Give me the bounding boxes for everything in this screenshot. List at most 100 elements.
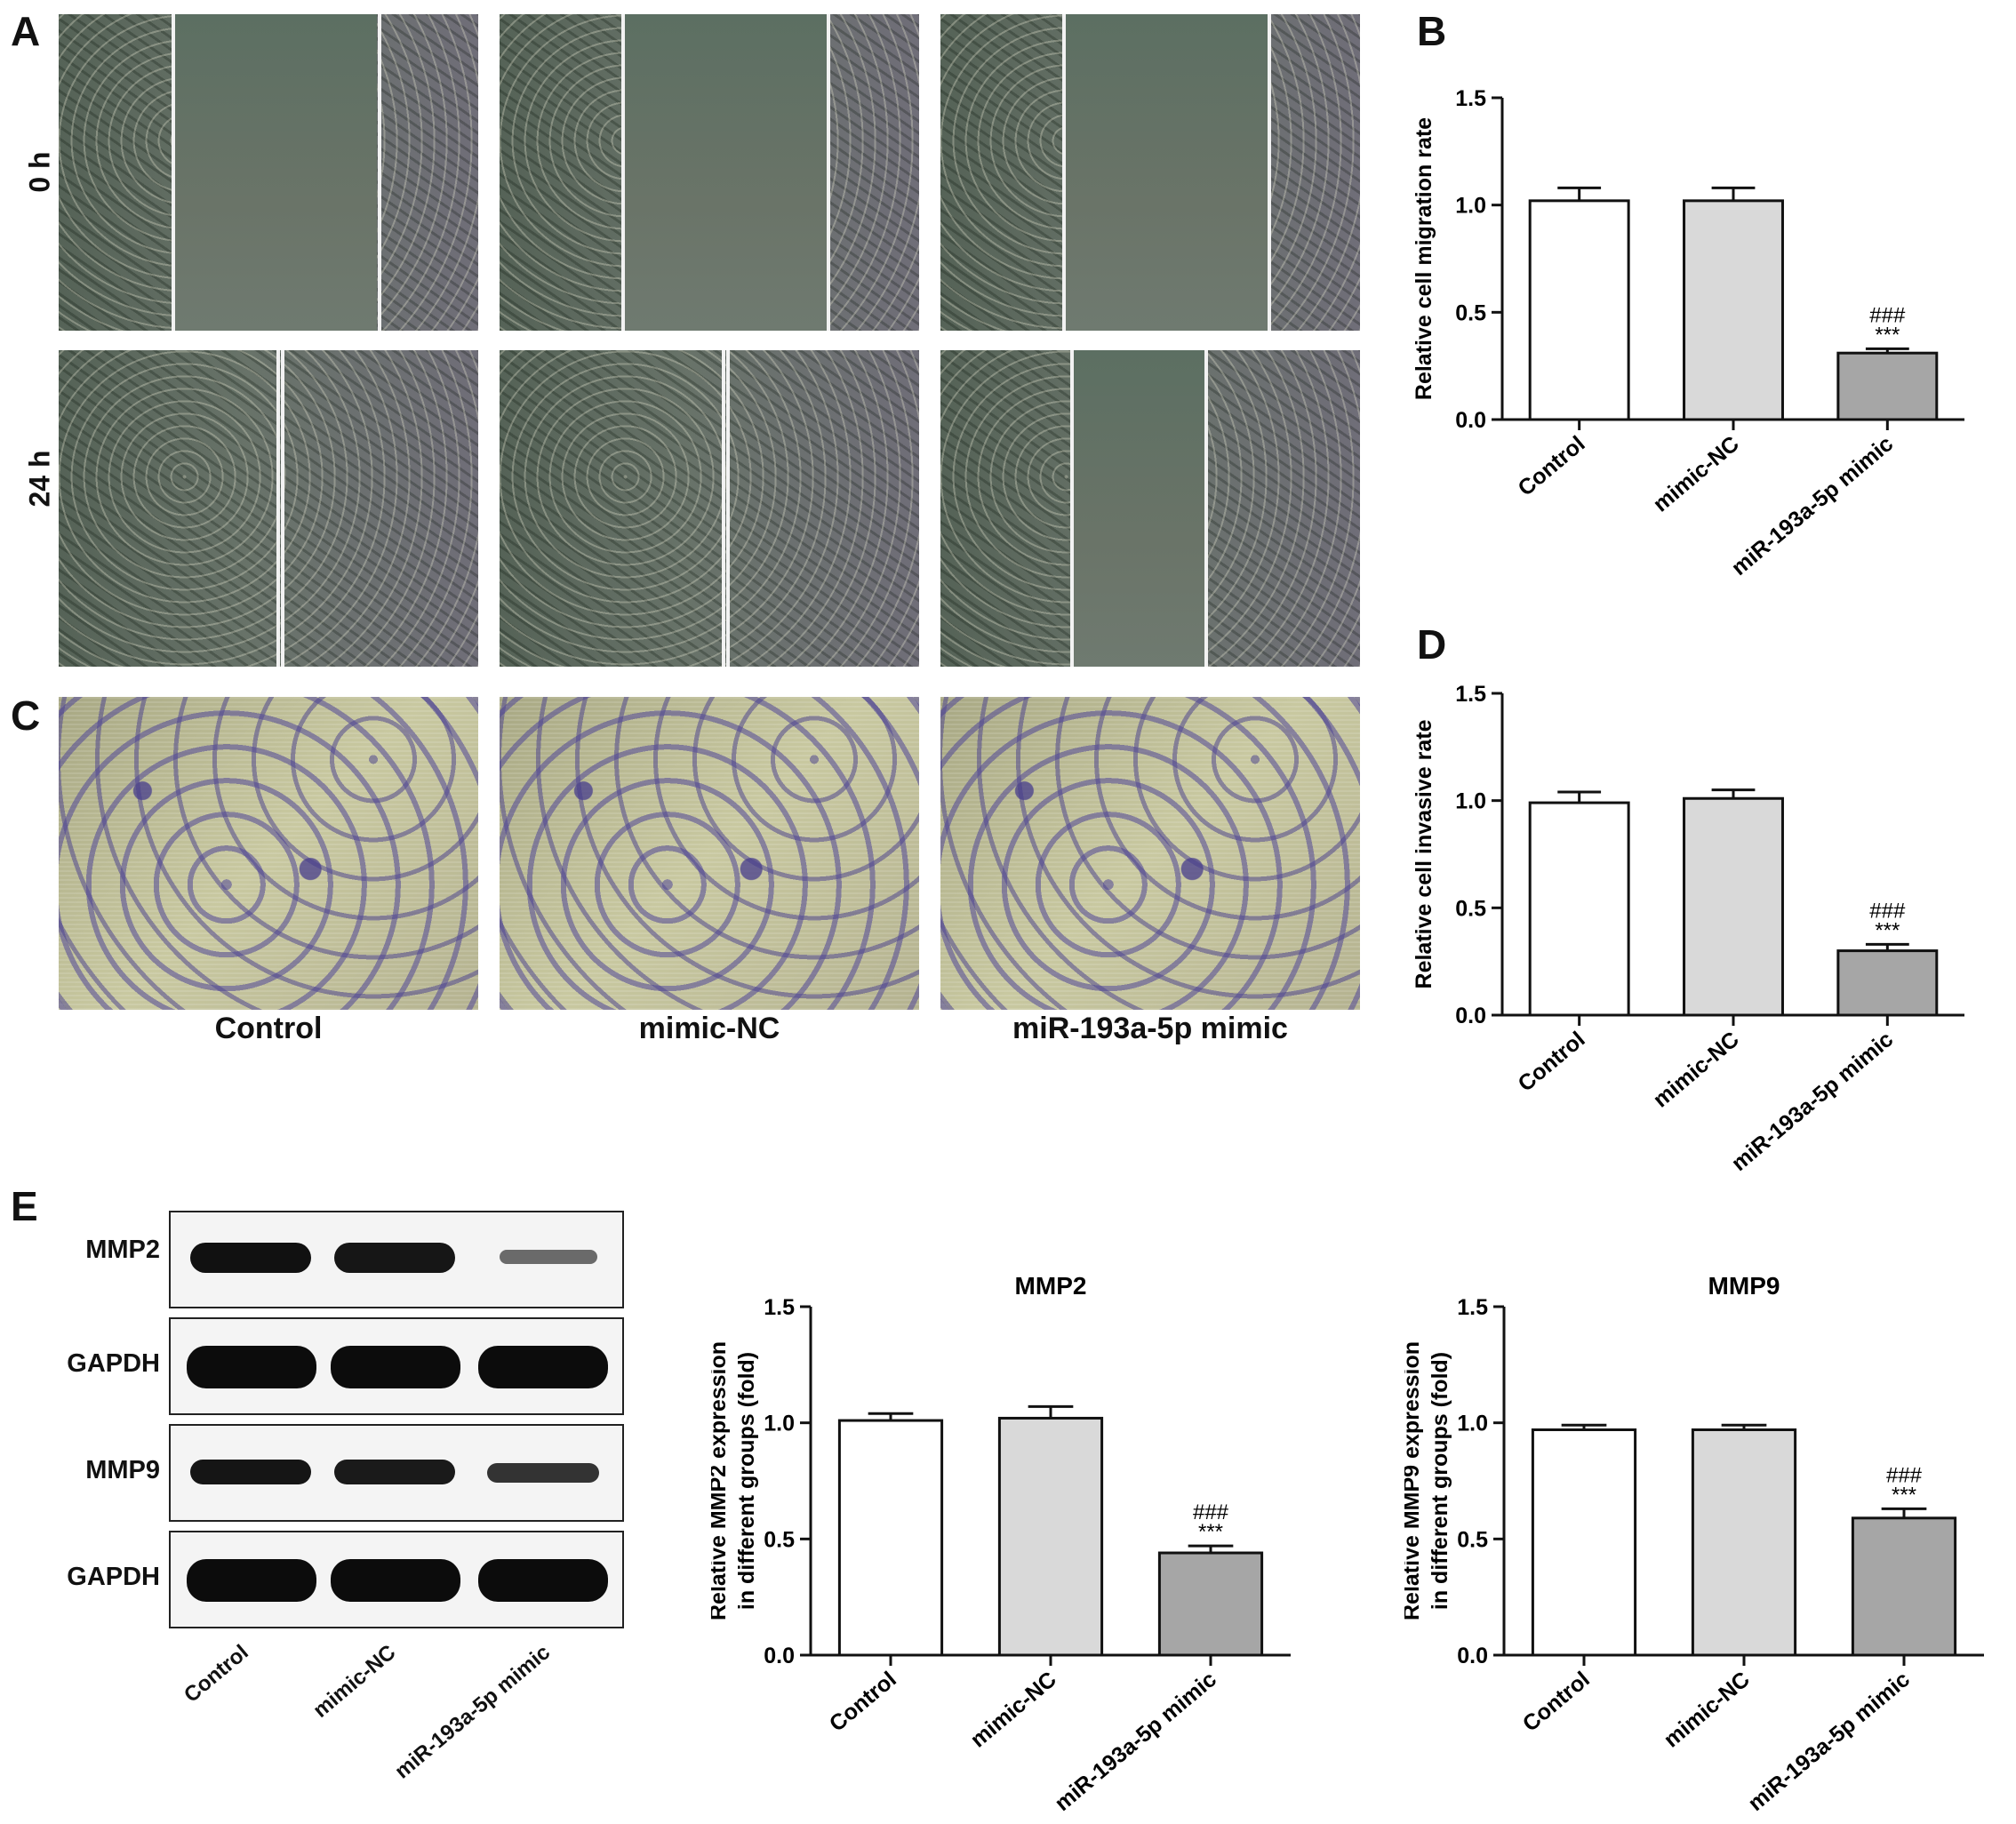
blot-band: [334, 1243, 455, 1273]
caption-mir193a-mimic: miR-193a-5p mimic: [1012, 1012, 1288, 1045]
x-tick-label: Control: [1518, 1667, 1595, 1737]
bar-control: [1531, 1428, 1637, 1657]
y-tick-label: 1.0: [1455, 194, 1486, 219]
significance-label: ***: [1198, 1520, 1223, 1544]
caption-control: Control: [214, 1012, 323, 1045]
bar-mir-193a-5p-mimic: [1836, 949, 1939, 1017]
bar-mimic-nc: [997, 1416, 1104, 1657]
y-tick-label: 0.0: [1455, 408, 1486, 433]
blot-band: [478, 1346, 608, 1388]
wound-edge-line: [276, 350, 280, 667]
y-tick-label: 1.5: [1457, 1295, 1488, 1320]
blot-band: [331, 1559, 460, 1602]
panel-label-b: B: [1417, 8, 1447, 54]
panel-label-e: E: [11, 1183, 38, 1229]
invasion-micrograph: [940, 697, 1360, 1010]
blot-lane-mir193a-mimic: miR-193a-5p mimic: [390, 1640, 556, 1784]
chart-invasive-rate: 0.0 0.5 1.0 1.5 Relative cell invasive rate C…: [1412, 682, 1964, 1176]
significance-label: ###: [1886, 1463, 1923, 1487]
x-tick-label: Control: [825, 1667, 901, 1737]
x-tick-label: mimic-NC: [965, 1667, 1060, 1752]
panel-label-c: C: [11, 692, 41, 739]
wound-edge-line: [827, 14, 830, 331]
x-tick-label: Control: [1513, 1027, 1589, 1097]
y-tick-label: 1.5: [1455, 86, 1486, 111]
bar-control: [1528, 199, 1630, 421]
bar-mir-193a-5p-mimic: [1157, 1551, 1264, 1657]
wound-edge-line: [726, 350, 730, 667]
significance-label: ###: [1869, 303, 1906, 327]
micrograph-0h: [59, 14, 478, 331]
micrograph-0h: [940, 14, 1360, 331]
blot-label-gapdh-2: GAPDH: [67, 1563, 160, 1591]
wound-edge-line: [281, 350, 284, 667]
row-label-24h: 24 h: [23, 450, 56, 508]
blot-label-mmp9: MMP9: [85, 1456, 160, 1484]
y-axis-label: Relative cell invasive rate: [1412, 719, 1436, 988]
y-tick-label: 1.0: [1455, 789, 1486, 814]
invasion-micrograph: [500, 697, 919, 1010]
invasion-micrograph: [59, 697, 478, 1010]
y-axis-label: Relative MMP9 expression in different gro…: [1404, 1341, 1452, 1620]
x-tick-label: mimic-NC: [1648, 1027, 1743, 1112]
x-tick-label: miR-193a-5p mimic: [1727, 431, 1899, 580]
row-label-0h: 0 h: [23, 151, 56, 193]
bar-mimic-nc: [1683, 796, 1784, 1017]
blot-strip-mmp9: [169, 1424, 624, 1522]
micrograph-24h: [500, 350, 919, 667]
panel-label-a: A: [11, 8, 41, 54]
wound-edge-line: [1070, 350, 1074, 667]
wound-edge-line: [1062, 14, 1066, 331]
wound-gap: [1062, 14, 1268, 331]
chart-title: MMP2: [1015, 1272, 1087, 1300]
bar-control: [837, 1419, 944, 1657]
y-tick-label: 0.0: [764, 1644, 795, 1668]
blot-band: [487, 1463, 599, 1483]
micrograph-24h: [940, 350, 1360, 667]
blot-band: [478, 1559, 608, 1602]
blot-label-mmp2: MMP2: [85, 1236, 160, 1264]
bar-mimic-nc: [1683, 199, 1784, 421]
panel-label-d: D: [1417, 621, 1447, 668]
blot-strip-mmp2: [169, 1211, 624, 1308]
significance-label: ###: [1193, 1500, 1229, 1524]
bar-mir-193a-5p-mimic: [1836, 351, 1939, 421]
caption-mimic-nc: mimic-NC: [638, 1012, 780, 1045]
x-tick-label: miR-193a-5p mimic: [1050, 1667, 1221, 1816]
y-axis-label: Relative cell migration rate: [1412, 117, 1436, 400]
wound-edge-line: [621, 14, 625, 331]
blot-lane-control: Control: [179, 1640, 253, 1708]
y-tick-label: 1.0: [764, 1412, 795, 1436]
y-tick-label: 1.0: [1457, 1412, 1488, 1436]
significance-label: ###: [1869, 899, 1906, 923]
y-tick-label: 1.5: [1455, 682, 1486, 707]
bar-control: [1528, 801, 1630, 1017]
wound-edge-line: [1268, 14, 1271, 331]
y-tick-label: 0.5: [1455, 896, 1486, 921]
y-tick-label: 0.5: [1455, 300, 1486, 325]
blot-strip-gapdh-1: [169, 1317, 624, 1415]
blot-band: [190, 1460, 311, 1484]
x-tick-label: mimic-NC: [1659, 1667, 1754, 1752]
micrograph-0h: [500, 14, 919, 331]
y-tick-label: 0.5: [1457, 1527, 1488, 1552]
x-tick-label: Control: [1513, 431, 1589, 501]
wound-gap: [1070, 350, 1204, 667]
x-tick-label: mimic-NC: [1648, 431, 1743, 516]
blot-band: [187, 1559, 316, 1602]
y-axis-label: Relative MMP2 expression in different gro…: [711, 1341, 759, 1620]
wound-gap: [621, 14, 827, 331]
chart-title: MMP9: [1708, 1272, 1780, 1300]
significance-label: ***: [1875, 918, 1900, 942]
wound-edge-line: [722, 350, 725, 667]
y-tick-label: 0.0: [1457, 1644, 1488, 1668]
wound-edge-line: [1204, 350, 1208, 667]
wound-edge-line: [378, 14, 381, 331]
blot-band: [334, 1460, 455, 1484]
micrograph-24h: [59, 350, 478, 667]
blot-band: [187, 1346, 316, 1388]
chart-migration-rate: 0.0 0.5 1.0 1.5 Relative cell migration rate…: [1412, 86, 1964, 580]
y-tick-label: 1.5: [764, 1295, 795, 1320]
